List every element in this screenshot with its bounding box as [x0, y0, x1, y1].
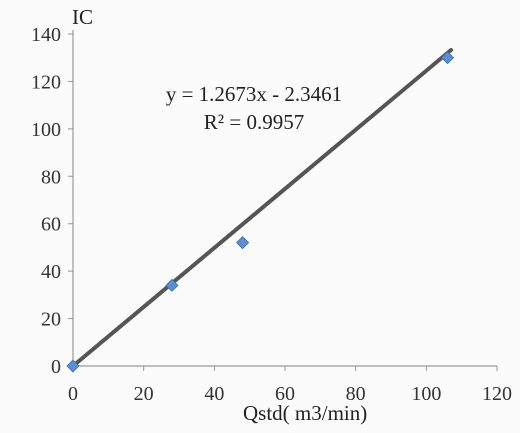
y-tick-label: 40: [41, 261, 61, 283]
trendline-r-squared: R² = 0.9957: [204, 110, 304, 134]
data-point: [165, 278, 179, 292]
y-axis-title: IC: [72, 5, 93, 29]
data-point: [236, 236, 250, 250]
y-tick-label: 60: [41, 214, 61, 236]
y-tick-label: 120: [31, 71, 61, 93]
y-tick-label: 20: [41, 309, 61, 331]
axes: [72, 30, 497, 367]
x-tick-label: 0: [68, 383, 78, 405]
trendline-equation: y = 1.2673x - 2.3461: [166, 82, 342, 106]
data-point: [66, 359, 80, 373]
y-tick-label: 0: [51, 356, 61, 378]
x-tick-label: 100: [411, 383, 441, 405]
data-point: [440, 51, 455, 65]
tick-labels: 0 20 40 60 80 100 120 0 20 40 60 80 100 120 140: [31, 24, 512, 405]
y-tick-label: 100: [31, 119, 61, 141]
y-tick-label: 140: [31, 24, 61, 46]
x-tick-label: 80: [346, 383, 366, 405]
x-tick-label: 20: [134, 383, 154, 405]
y-tick-label: 80: [41, 166, 61, 188]
data-points: [66, 51, 455, 373]
x-tick-label: 40: [204, 383, 224, 405]
trendline-layer: [71, 47, 454, 368]
x-tick-label: 120: [482, 383, 512, 405]
x-axis-title: Qstd( m3/min): [243, 401, 367, 425]
x-tick-label: 60: [275, 383, 295, 405]
linear-trendline: [71, 47, 454, 368]
